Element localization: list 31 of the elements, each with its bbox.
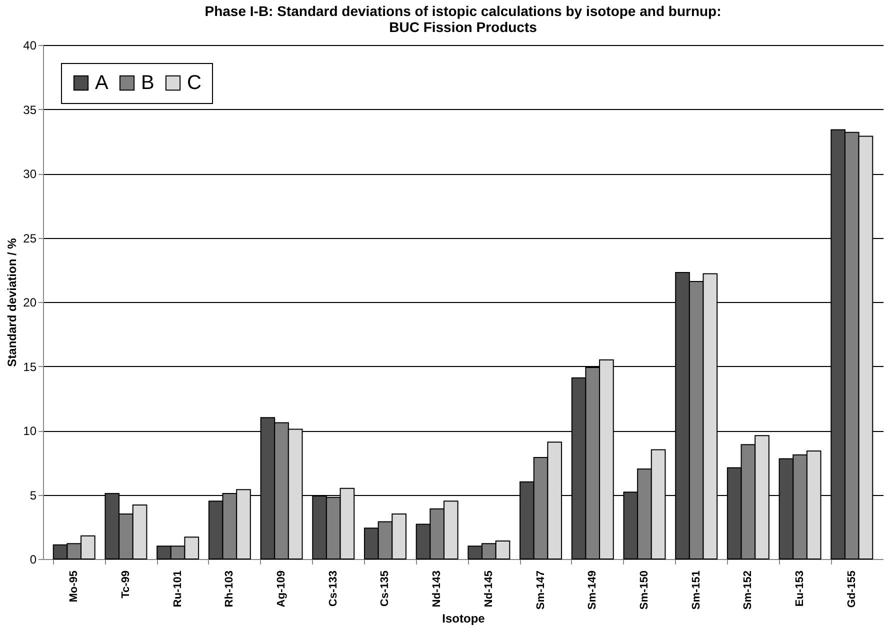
legend-label: C — [187, 72, 202, 94]
x-axis-title: Isotope — [442, 612, 486, 626]
x-tick-label: Nd-145 — [482, 570, 495, 608]
y-tick-label: 15 — [23, 360, 37, 374]
x-tick-label: Sm-151 — [690, 570, 702, 610]
y-tick-label: 35 — [23, 102, 37, 117]
x-tick-label: Gd-155 — [846, 570, 858, 608]
x-tick-label: Eu-153 — [794, 570, 806, 607]
x-tick-label: Ru-101 — [172, 570, 184, 608]
y-tick-label: 40 — [23, 38, 37, 52]
y-tick-label: 20 — [23, 296, 37, 310]
chart-title: Phase I-B: Standard deviations of istopic calculations by isotope and burnup: BUC Fission Products — [204, 3, 722, 35]
y-tick-label: 30 — [23, 167, 37, 181]
y-tick-label: 0 — [30, 552, 37, 566]
y-tick-label: 25 — [23, 231, 37, 246]
y-axis-title: Standard deviation / % — [5, 238, 20, 367]
x-tick-label: Rh-103 — [224, 570, 236, 608]
x-tick-label: Sm-147 — [534, 570, 547, 610]
x-tick-label: Sm-150 — [638, 570, 650, 610]
legend-label: B — [141, 72, 154, 94]
x-tick-label: Sm-149 — [586, 570, 599, 610]
x-tick-label: Cs-135 — [379, 570, 392, 607]
x-tick-label: Tc-99 — [120, 570, 132, 598]
x-tick-label: Sm-152 — [742, 570, 754, 610]
legend-label: A — [95, 72, 109, 94]
x-tick-label: Nd-143 — [431, 570, 444, 608]
y-tick-label: 10 — [23, 424, 37, 438]
x-tick-label: Ag-109 — [276, 570, 288, 608]
y-tick-label: 5 — [30, 488, 37, 502]
x-tick-label: Cs-133 — [327, 570, 340, 607]
x-tick-label: Mo-95 — [68, 570, 80, 602]
